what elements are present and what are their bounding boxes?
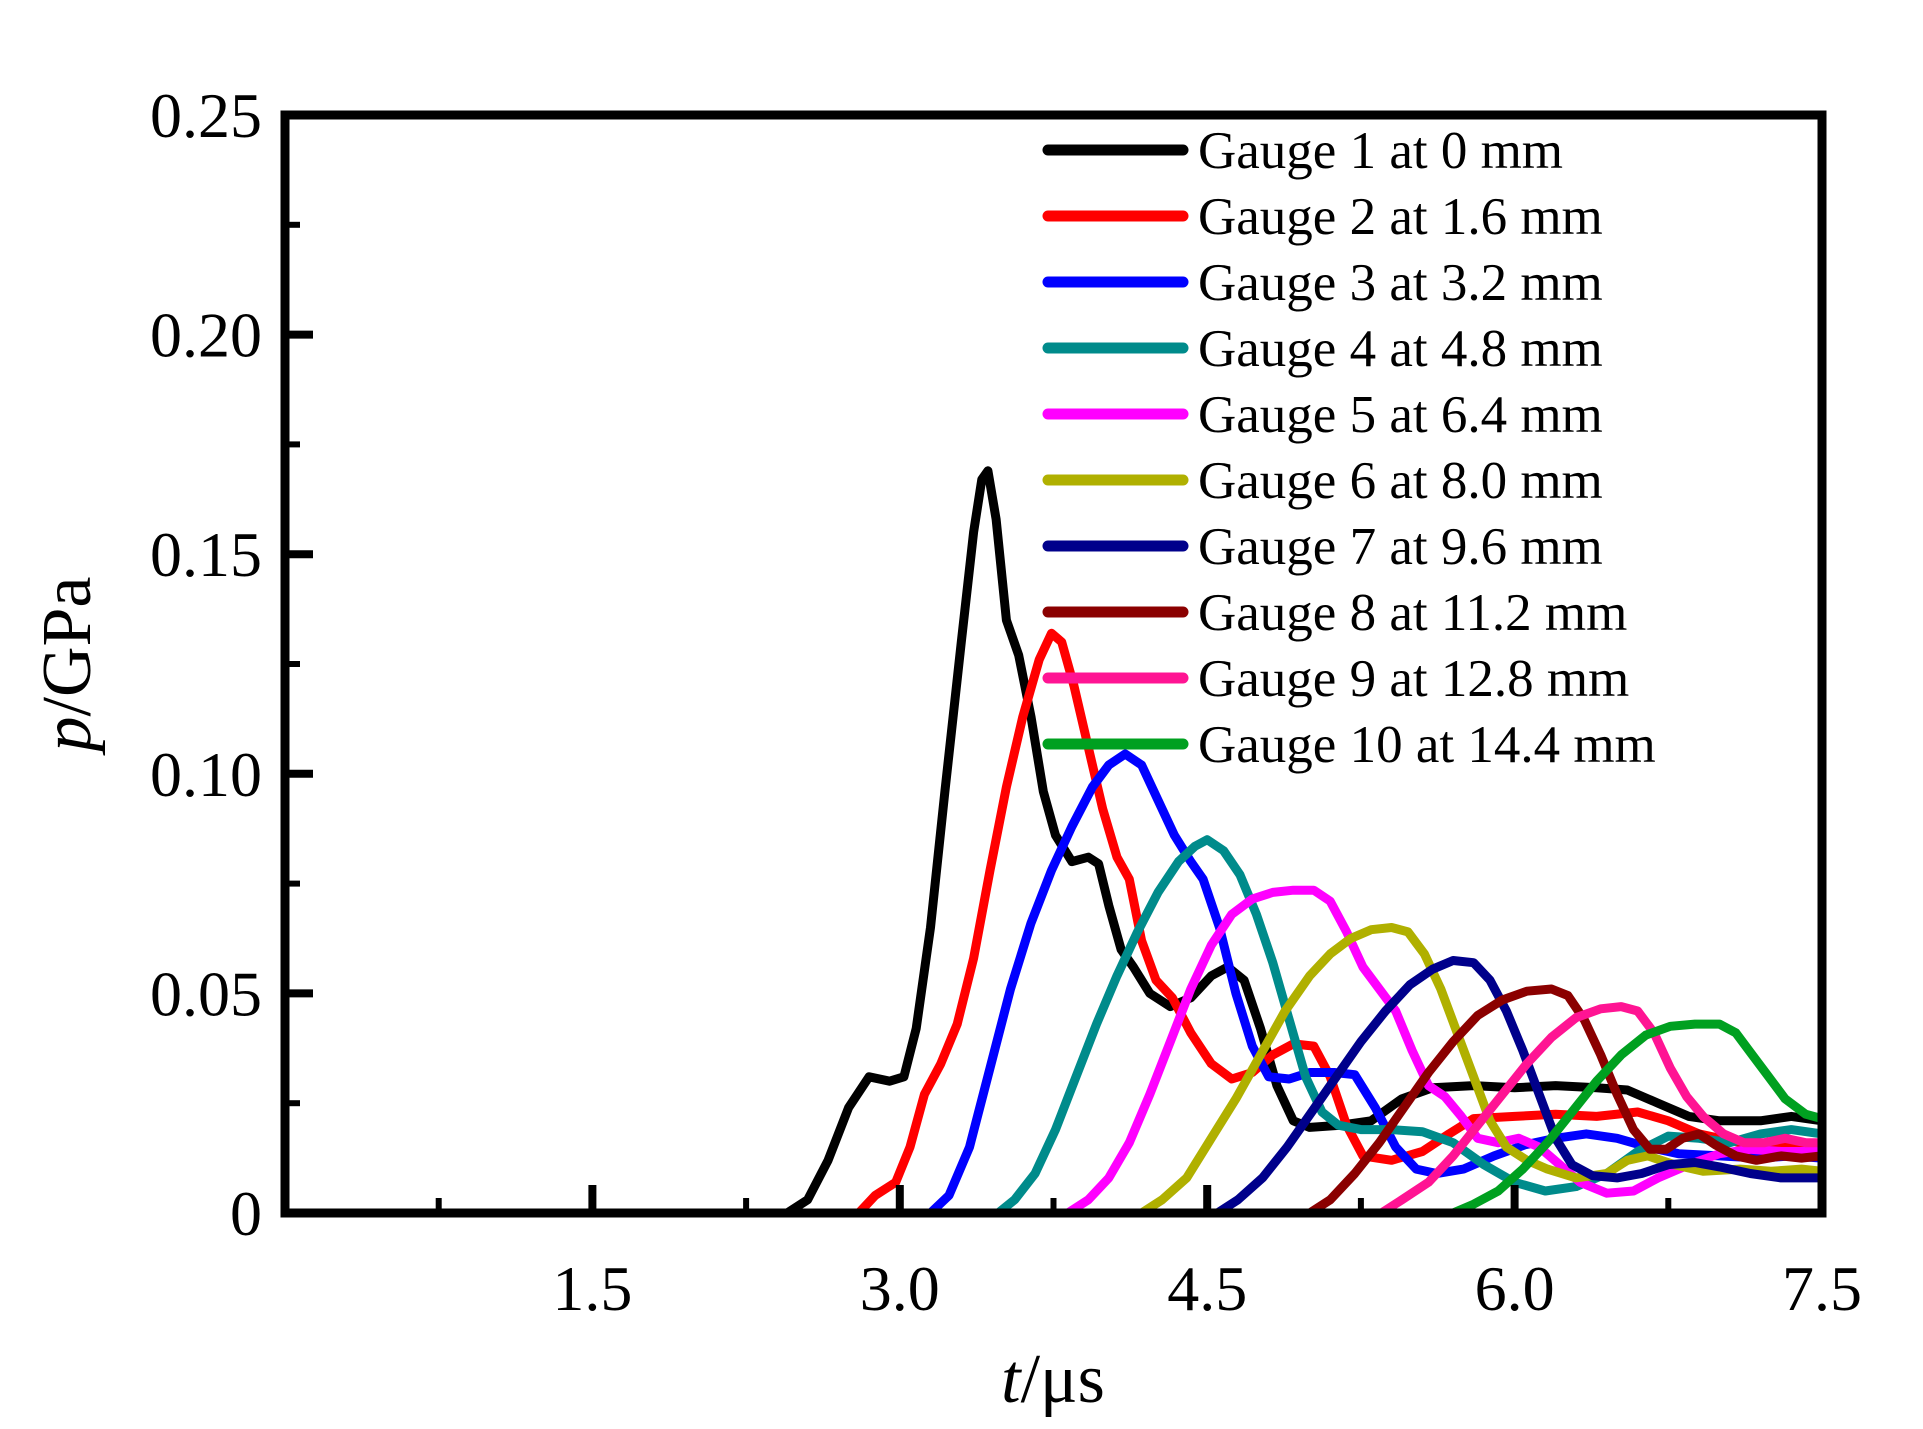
x-tick-label: 3.0 bbox=[860, 1253, 940, 1324]
legend-item-gauge-1: Gauge 1 at 0 mm bbox=[1042, 122, 1563, 180]
y-tick-label: 0 bbox=[230, 1178, 262, 1249]
legend-label: Gauge 5 at 6.4 mm bbox=[1198, 386, 1603, 444]
x-tick-label: 6.0 bbox=[1475, 1253, 1555, 1324]
x-tick-label: 7.5 bbox=[1782, 1253, 1862, 1324]
y-tick-label: 0.10 bbox=[150, 739, 262, 810]
curves-group bbox=[285, 466, 1822, 1213]
legend-item-gauge-3: Gauge 3 at 3.2 mm bbox=[1042, 254, 1603, 312]
legend-label: Gauge 6 at 8.0 mm bbox=[1198, 452, 1603, 510]
legend-label: Gauge 9 at 12.8 mm bbox=[1198, 650, 1629, 708]
legend-item-gauge-7: Gauge 7 at 9.6 mm bbox=[1042, 518, 1603, 576]
tick-labels-group: 1.5 3.0 4.5 6.0 7.5 0 0.05 0.10 0.15 0.20 0.25 bbox=[150, 80, 1862, 1324]
legend-label: Gauge 7 at 9.6 mm bbox=[1198, 518, 1603, 576]
y-tick-label: 0.20 bbox=[150, 300, 262, 371]
curve-gauge-10 bbox=[285, 1019, 1822, 1213]
legend-item-gauge-5: Gauge 5 at 6.4 mm bbox=[1042, 386, 1603, 444]
y-axis-label: p/GPa bbox=[29, 577, 106, 757]
ticks-group bbox=[285, 111, 1826, 1217]
legend-item-gauge-8: Gauge 8 at 11.2 mm bbox=[1042, 584, 1627, 642]
curve-gauge-4 bbox=[285, 835, 1822, 1213]
legend-item-gauge-9: Gauge 9 at 12.8 mm bbox=[1042, 650, 1629, 708]
y-tick-label: 0.15 bbox=[150, 519, 262, 590]
curve-gauge-3 bbox=[285, 749, 1822, 1213]
legend-label: Gauge 1 at 0 mm bbox=[1198, 122, 1563, 180]
legend: Gauge 1 at 0 mm Gauge 2 at 1.6 mm Gauge 3 … bbox=[1042, 122, 1656, 774]
legend-label: Gauge 3 at 3.2 mm bbox=[1198, 254, 1603, 312]
legend-item-gauge-6: Gauge 6 at 8.0 mm bbox=[1042, 452, 1603, 510]
curve-gauge-7 bbox=[285, 956, 1822, 1213]
x-axis-label: t/μs bbox=[1001, 1341, 1105, 1418]
legend-item-gauge-4: Gauge 4 at 4.8 mm bbox=[1042, 320, 1603, 378]
curve-gauge-9 bbox=[285, 1002, 1822, 1213]
legend-item-gauge-10: Gauge 10 at 14.4 mm bbox=[1042, 716, 1656, 774]
curve-gauge-8 bbox=[285, 984, 1822, 1213]
y-tick-label: 0.05 bbox=[150, 958, 262, 1029]
y-tick-label: 0.25 bbox=[150, 80, 262, 151]
legend-label: Gauge 2 at 1.6 mm bbox=[1198, 188, 1603, 246]
legend-item-gauge-2: Gauge 2 at 1.6 mm bbox=[1042, 188, 1603, 246]
x-tick-label: 4.5 bbox=[1167, 1253, 1247, 1324]
curve-gauge-5 bbox=[285, 885, 1822, 1213]
legend-label: Gauge 10 at 14.4 mm bbox=[1198, 716, 1656, 774]
legend-label: Gauge 4 at 4.8 mm bbox=[1198, 320, 1603, 378]
x-tick-label: 1.5 bbox=[552, 1253, 632, 1324]
legend-label: Gauge 8 at 11.2 mm bbox=[1198, 584, 1627, 642]
